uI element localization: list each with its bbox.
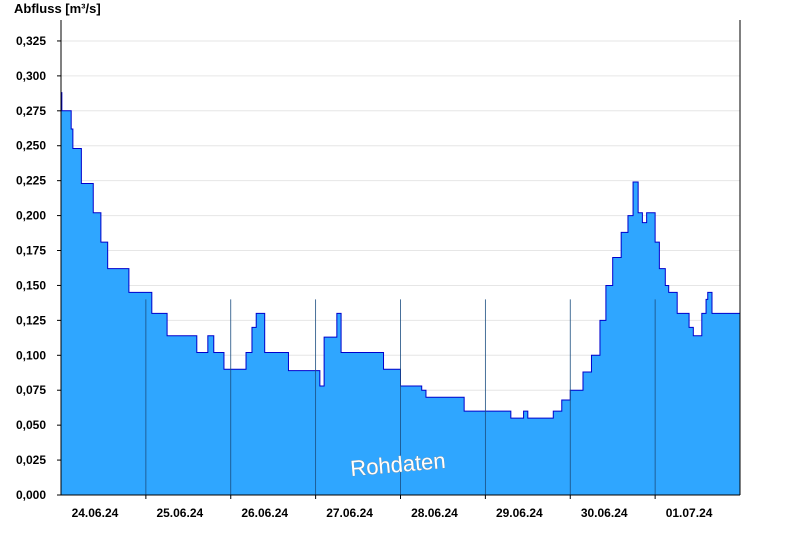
y-tick-label: 0,225 [16, 174, 46, 188]
axes [57, 20, 741, 499]
x-tick-label: 27.06.24 [326, 506, 373, 520]
x-tick-label: 24.06.24 [72, 506, 119, 520]
x-tick-label: 29.06.24 [496, 506, 543, 520]
y-axis-title: Abfluss [m³/s] [14, 1, 101, 16]
x-tick-label: 25.06.24 [156, 506, 203, 520]
y-tick-label: 0,025 [16, 453, 46, 467]
y-tick-label: 0,100 [16, 348, 46, 362]
y-tick-label: 0,075 [16, 383, 46, 397]
y-tick-label: 0,300 [16, 69, 46, 83]
x-tick-label: 30.06.24 [581, 506, 628, 520]
y-tick-label: 0,150 [16, 278, 46, 292]
x-tick-label: 28.06.24 [411, 506, 458, 520]
x-tick-label: 26.06.24 [241, 506, 288, 520]
y-tick-label: 0,275 [16, 104, 46, 118]
y-tick-label: 0,050 [16, 418, 46, 432]
y-tick-label: 0,000 [16, 488, 46, 502]
y-tick-labels: 0,000 0,025 0,050 0,075 0,100 0,125 0,150 0,175… [16, 34, 46, 502]
y-tick-label: 0,250 [16, 139, 46, 153]
x-tick-label: 01.07.24 [666, 506, 713, 520]
day-boundary-lines [145, 299, 656, 495]
y-tick-label: 0,325 [16, 34, 46, 48]
y-tick-label: 0,125 [16, 313, 46, 327]
discharge-line [61, 92, 740, 419]
y-tick-label: 0,175 [16, 244, 46, 258]
x-tick-labels: 24.06.24 25.06.24 26.06.24 27.06.24 28.06.24… [72, 506, 713, 520]
y-tick-label: 0,200 [16, 209, 46, 223]
